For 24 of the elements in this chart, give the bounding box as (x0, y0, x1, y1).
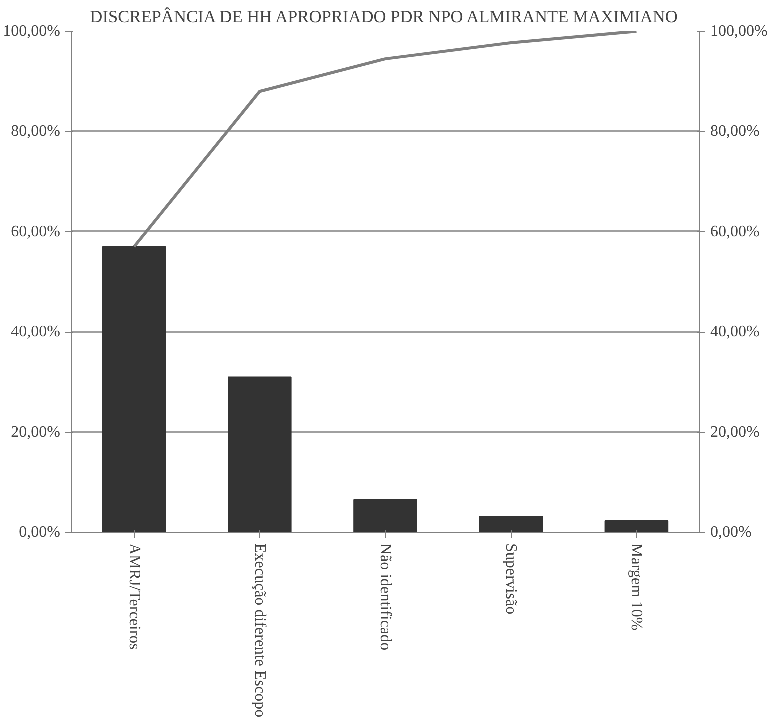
bar (604, 520, 669, 532)
y2-tick-label: 0,00% (710, 524, 752, 541)
y-tick-label: 20,00% (11, 424, 60, 441)
x-tick-label: AMRJ/Terceiros (126, 544, 143, 650)
y2-tick-label: 80,00% (710, 123, 760, 140)
y2-tick-label: 100,00% (710, 23, 768, 40)
chart-title: DISCREPÂNCIA DE HH APROPRIADO PDR NPO ALMIRANTE MAXIMIANO (90, 8, 678, 26)
x-tick-label: Não identificado (377, 544, 394, 651)
line-series (132, 32, 638, 248)
y-tick-label: 60,00% (11, 223, 60, 240)
x-tick-label: Margem 10% (628, 544, 646, 631)
y2-tick-label: 20,00% (710, 424, 760, 441)
y-tick-label: 100,00% (3, 23, 60, 40)
x-tick-label: Execução diferente Escopo (251, 544, 268, 718)
bar (102, 246, 166, 532)
y-tick-label: 80,00% (11, 123, 60, 140)
x-tick-label: Supervisão (502, 544, 520, 615)
bar (479, 516, 543, 532)
bar (228, 376, 292, 532)
y2-tick-label: 60,00% (710, 223, 760, 240)
y-tick-label: 0,00% (19, 524, 60, 541)
bar (354, 499, 418, 532)
y2-tick-label: 40,00% (710, 324, 760, 341)
y-tick-label: 40,00% (11, 324, 60, 341)
